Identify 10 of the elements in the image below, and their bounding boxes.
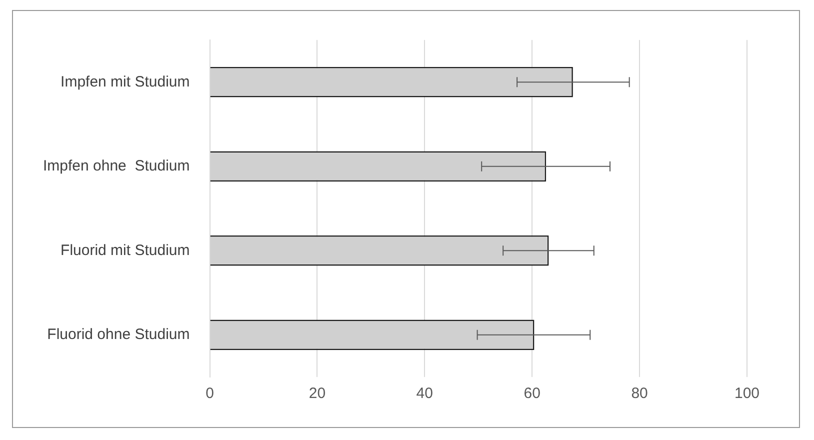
x-tick-label: 0 [206,385,214,402]
x-tick-label: 40 [416,385,433,402]
x-tick-label: 80 [631,385,648,402]
y-tick-label: Impfen mit Studium [60,73,190,90]
y-tick-label: Fluorid mit Studium [60,242,190,259]
x-tick-label: 60 [524,385,540,402]
x-tick-label: 100 [734,385,760,402]
y-tick-label: Fluorid ohne Studium [47,326,190,344]
x-tick-label: 20 [308,385,326,402]
y-tick-label: Impfen ohne Studium [42,158,190,175]
